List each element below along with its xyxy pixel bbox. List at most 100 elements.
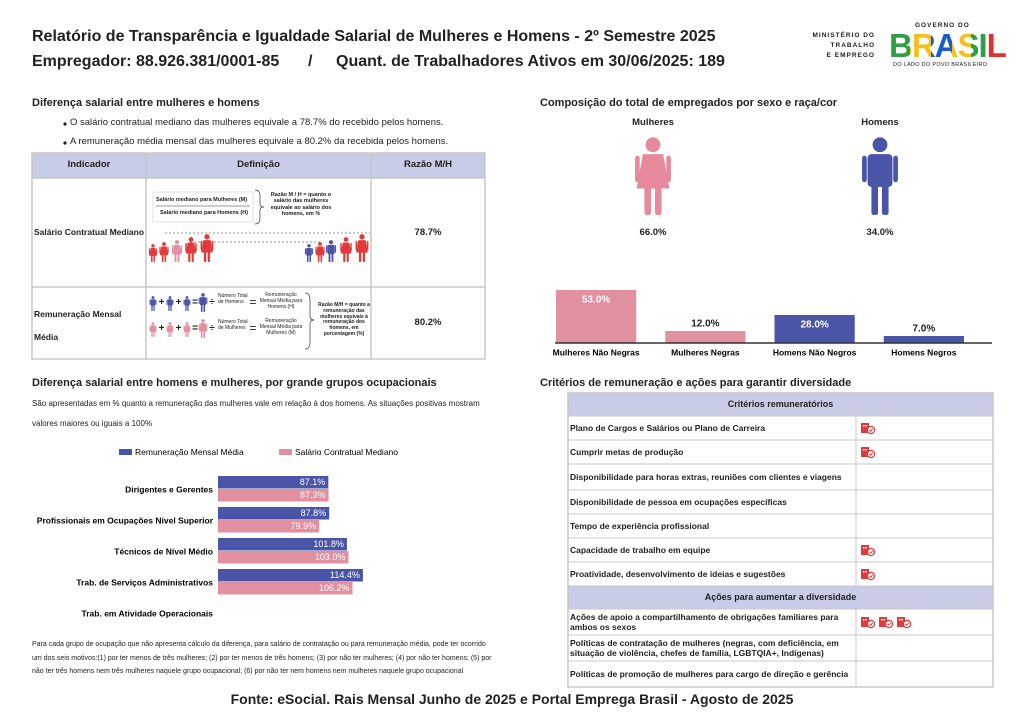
section-title: Diferença salarial entre mulheres e home… bbox=[32, 97, 260, 109]
bar bbox=[218, 520, 320, 533]
legend-label: Remuneração Mensal Média bbox=[135, 447, 244, 457]
value-label: 87.3% bbox=[300, 490, 326, 500]
person-body bbox=[167, 299, 173, 306]
person-leg bbox=[151, 331, 153, 337]
person-arm bbox=[172, 299, 174, 305]
operator: + bbox=[158, 323, 165, 334]
person-arm bbox=[198, 297, 200, 305]
x-tick-label: Homens Negros bbox=[891, 347, 956, 357]
person-head bbox=[168, 296, 172, 299]
person-body bbox=[356, 240, 368, 253]
person-arm bbox=[180, 245, 183, 253]
icon-check-bg bbox=[902, 619, 912, 629]
ratio-value: 80.2% bbox=[414, 317, 442, 328]
person-arm bbox=[355, 240, 358, 251]
y-tick-label: Técnicos de Nível Médio bbox=[114, 546, 213, 556]
person-head bbox=[151, 244, 155, 248]
person-head bbox=[204, 234, 210, 240]
icon-window bbox=[883, 619, 885, 621]
person-leg bbox=[168, 331, 170, 337]
criterion: Políticas de contratação de mulheres (ne… bbox=[570, 637, 839, 659]
person-leg bbox=[185, 331, 187, 337]
row-cell bbox=[855, 415, 994, 441]
person-leg bbox=[207, 251, 211, 262]
icon-window bbox=[901, 619, 903, 621]
row-cell bbox=[567, 608, 857, 636]
section-title: Critérios de remuneração e ações para ga… bbox=[540, 377, 852, 389]
person-arm bbox=[189, 299, 191, 305]
operator: ÷ bbox=[209, 323, 215, 334]
person-leg bbox=[151, 255, 153, 262]
person-leg bbox=[317, 254, 320, 262]
person-leg bbox=[170, 331, 172, 337]
row-cell bbox=[855, 463, 994, 491]
person-arm bbox=[155, 299, 157, 305]
person-arm bbox=[185, 243, 187, 252]
person-arm bbox=[189, 325, 191, 331]
person-leg bbox=[362, 251, 366, 262]
person-head bbox=[162, 242, 166, 246]
value-label: 103.0% bbox=[315, 552, 346, 562]
icon-building bbox=[861, 423, 869, 433]
value-label: 87.8% bbox=[301, 508, 327, 518]
row-cell bbox=[855, 537, 994, 563]
row-cell bbox=[855, 608, 994, 636]
person-leg bbox=[191, 252, 194, 262]
icon-check-bg bbox=[866, 449, 876, 459]
person-leg bbox=[153, 255, 155, 262]
criterion: Tempo de experiência profissional bbox=[570, 520, 710, 531]
person-leg bbox=[188, 252, 191, 262]
person-body bbox=[315, 246, 325, 256]
person-leg bbox=[153, 331, 155, 337]
table-border bbox=[31, 152, 486, 360]
criterion: Proatividade, desenvolvimento de ideias … bbox=[570, 568, 786, 579]
person-arm bbox=[172, 325, 174, 331]
icon-window bbox=[881, 619, 883, 621]
person-leg bbox=[187, 305, 189, 311]
criterion: Políticas de promoção de mulheres para c… bbox=[570, 668, 849, 679]
criterion: Disponibilidade de pessoa em ocupações e… bbox=[570, 496, 787, 507]
person-arm bbox=[198, 323, 200, 331]
person-leg bbox=[164, 254, 167, 262]
table-border bbox=[567, 392, 994, 688]
icon-check-bg bbox=[866, 425, 876, 435]
legend-swatch bbox=[279, 449, 292, 455]
person-body bbox=[867, 154, 893, 187]
icon-check bbox=[868, 622, 874, 627]
operator: + bbox=[175, 323, 182, 334]
person-leg bbox=[343, 252, 346, 262]
person-body bbox=[172, 244, 182, 255]
icon-window bbox=[863, 425, 865, 427]
person-leg bbox=[174, 253, 177, 262]
row-cell bbox=[567, 489, 857, 515]
person-head bbox=[185, 296, 189, 299]
group-label: Mulheres bbox=[632, 117, 674, 128]
person-arm bbox=[325, 245, 328, 253]
person-arm bbox=[323, 246, 325, 254]
person-leg bbox=[203, 251, 207, 262]
legend-swatch bbox=[119, 449, 132, 455]
person-leg bbox=[644, 185, 652, 215]
row-cell bbox=[855, 439, 994, 465]
person-arm bbox=[366, 240, 369, 251]
operator: = bbox=[192, 323, 198, 334]
y-tick-label: Trab. de Serviços Administrativos bbox=[76, 577, 213, 587]
person-arm bbox=[149, 325, 151, 331]
icon-check bbox=[886, 622, 892, 627]
icon-window bbox=[865, 425, 867, 427]
person-arm bbox=[166, 325, 168, 331]
bullet bbox=[63, 141, 67, 145]
icon-window bbox=[863, 547, 865, 549]
icon-check bbox=[868, 574, 874, 579]
person-leg bbox=[654, 185, 662, 215]
row-cell bbox=[855, 634, 994, 662]
person-arm bbox=[340, 243, 342, 252]
person-body bbox=[340, 242, 352, 254]
person-leg bbox=[168, 305, 170, 311]
row-cell bbox=[855, 489, 994, 515]
employer: Empregador: 88.926.381/0001-85 bbox=[32, 53, 280, 70]
brace bbox=[254, 189, 265, 225]
person-body bbox=[159, 246, 169, 256]
value-label: 114.4% bbox=[330, 570, 360, 580]
person-body bbox=[327, 244, 335, 255]
